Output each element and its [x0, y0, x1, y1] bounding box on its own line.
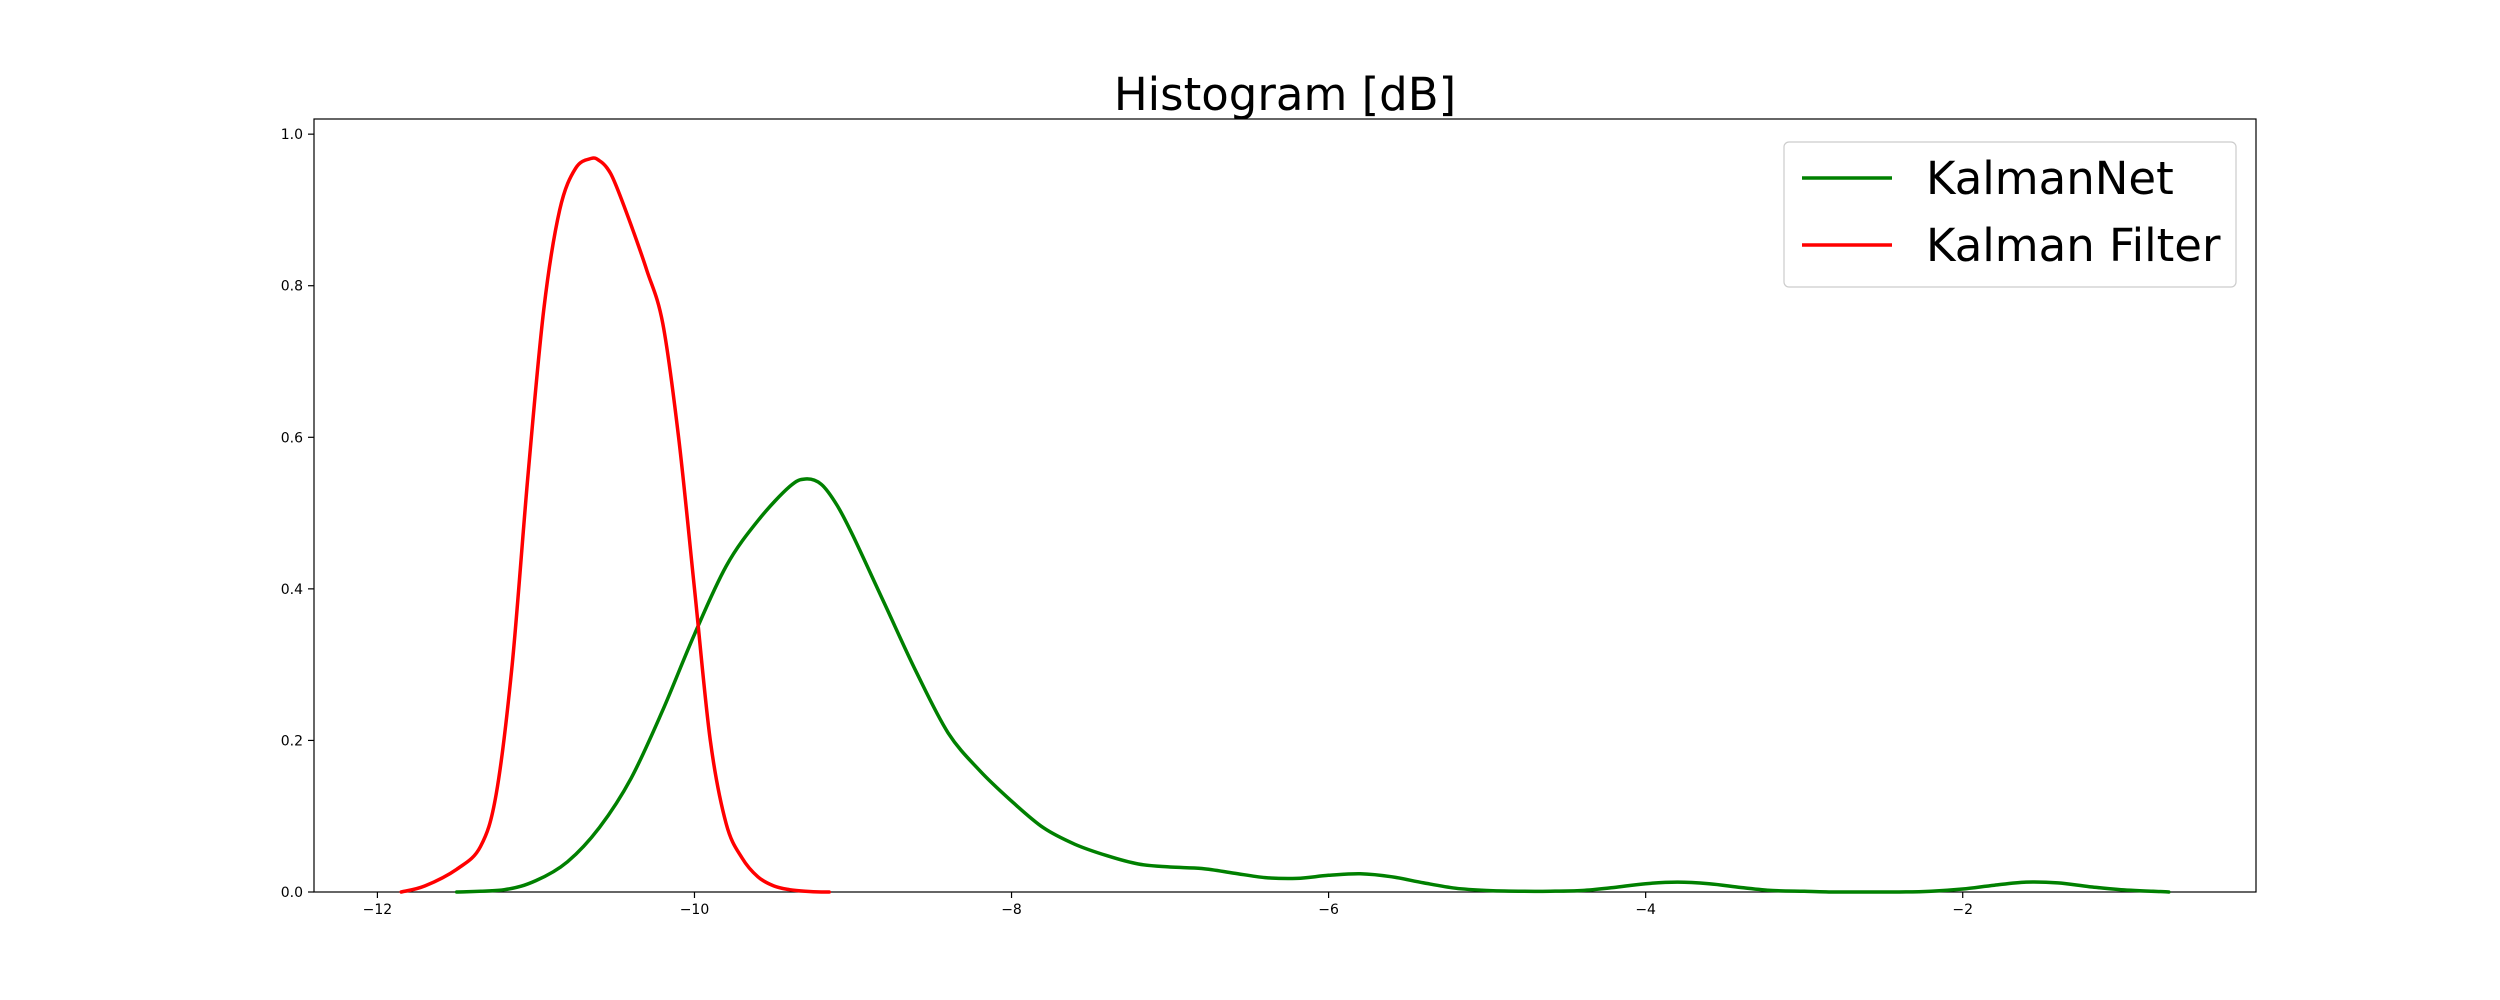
- y-tick-label: 1.0: [281, 127, 303, 143]
- series-layer: [399, 156, 2171, 894]
- chart-title: Histogram [dB]: [1114, 68, 1456, 121]
- legend-label: Kalman Filter: [1926, 219, 2221, 272]
- series-line-0: [454, 477, 2171, 894]
- x-tick-label: −12: [363, 902, 393, 918]
- y-axis: 0.0 0.2 0.4 0.6 0.8 1.0: [281, 127, 314, 901]
- x-tick-label: −8: [1001, 902, 1022, 918]
- plot-frame: [313, 118, 2257, 893]
- x-axis: −12 −10 −8 −6 −4 −2: [363, 892, 1973, 918]
- y-tick-label: 0.4: [281, 582, 303, 598]
- y-tick-label: 0.0: [281, 885, 303, 901]
- x-tick-label: −6: [1318, 902, 1339, 918]
- legend-box: [1783, 141, 2237, 288]
- x-tick-label: −2: [1952, 902, 1973, 918]
- y-tick-label: 0.2: [281, 733, 303, 749]
- y-tick-label: 0.8: [281, 279, 303, 295]
- legend-label: KalmanNet: [1926, 152, 2174, 205]
- y-tick-label: 0.6: [281, 430, 303, 446]
- x-tick-label: −10: [680, 902, 710, 918]
- legend: KalmanNet Kalman Filter: [1783, 141, 2237, 288]
- series-line-1: [399, 156, 831, 894]
- x-tick-label: −4: [1635, 902, 1656, 918]
